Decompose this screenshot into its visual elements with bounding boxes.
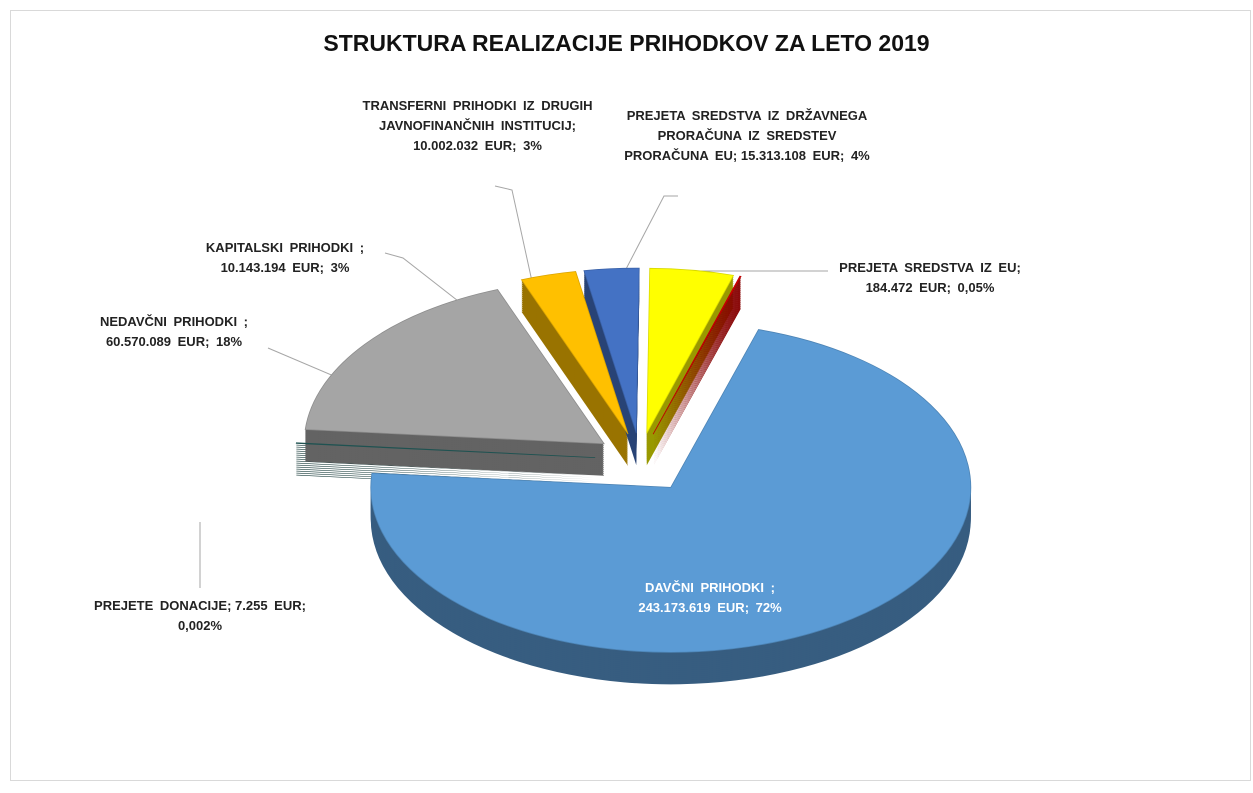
data-label: TRANSFERNI PRIHODKI IZ DRUGIH JAVNOFINAN… <box>345 96 610 156</box>
data-label-category: PREJETA SREDSTVA IZ DRŽAVNEGA PRORAČUNA … <box>624 108 868 164</box>
slice-side <box>653 306 741 465</box>
data-label: NEDAVČNI PRIHODKI ; 60.570.089 EUR; 18% <box>58 312 290 352</box>
slice-side <box>296 462 596 478</box>
slice <box>520 271 629 435</box>
data-label-category: DAVČNI PRIHODKI ; <box>645 580 775 595</box>
data-label-value: 10.002.032 EUR; 3% <box>413 138 542 154</box>
data-label-category: NEDAVČNI PRIHODKI ; <box>99 314 249 329</box>
leader-line <box>494 185 541 319</box>
slice-side <box>296 466 596 482</box>
slice <box>646 267 735 434</box>
slice-side <box>653 292 741 451</box>
slice-side <box>653 278 741 437</box>
slice-side <box>653 288 741 447</box>
data-label-category: TRANSFERNI PRIHODKI IZ DRUGIH JAVNOFINAN… <box>362 98 593 134</box>
slice-side <box>653 284 741 443</box>
data-label-value: 7.255 EUR; 0,002% <box>177 598 306 634</box>
data-label-category: PREJETA SREDSTVA IZ EU; <box>839 260 1021 275</box>
slice-side <box>653 300 741 459</box>
data-label-value: 60.570.089 EUR; 18% <box>105 334 243 350</box>
pie <box>295 267 972 685</box>
slice-side <box>653 308 741 467</box>
slice-side <box>653 302 741 461</box>
frame <box>10 10 1251 781</box>
data-label-value: 15.313.108 EUR; 4% <box>740 148 870 164</box>
slice-side <box>653 296 741 455</box>
slice-side <box>653 280 741 439</box>
slice-side <box>653 304 741 463</box>
data-label-value: 10.143.194 EUR; 3% <box>220 260 350 276</box>
slice-side <box>653 294 741 453</box>
data-label-category: KAPITALSKI PRIHODKI ; <box>205 240 365 255</box>
data-label-value: 184.472 EUR; 0,05% <box>865 280 995 296</box>
data-label: PREJETA SREDSTVA IZ EU; 184.472 EUR; 0,0… <box>788 258 1072 298</box>
data-label: PREJETE DONACIJE; 7.255 EUR; 0,002% <box>88 596 312 636</box>
slice <box>370 329 972 653</box>
data-label-value: 243.173.619 EUR; 72% <box>638 600 782 616</box>
data-label: PREJETA SREDSTVA IZ DRŽAVNEGA PRORAČUNA … <box>618 106 876 166</box>
leader-line <box>611 195 678 297</box>
slice-side <box>653 286 741 445</box>
slice-side <box>296 464 596 480</box>
slice-tops <box>295 267 972 653</box>
slice <box>304 289 605 445</box>
slice <box>295 442 596 459</box>
slice <box>652 275 742 435</box>
data-label-category: PREJETE DONACIJE; <box>94 598 232 613</box>
slice-side <box>653 282 741 441</box>
data-label: KAPITALSKI PRIHODKI ; 10.143.194 EUR; 3% <box>168 238 402 278</box>
slice <box>583 267 640 434</box>
data-label: DAVČNI PRIHODKI ; 243.173.619 EUR; 72% <box>555 578 865 618</box>
slice-side <box>653 290 741 449</box>
slice-side <box>653 298 741 457</box>
chart-title: STRUKTURA REALIZACIJE PRIHODKOV ZA LETO … <box>323 30 930 56</box>
